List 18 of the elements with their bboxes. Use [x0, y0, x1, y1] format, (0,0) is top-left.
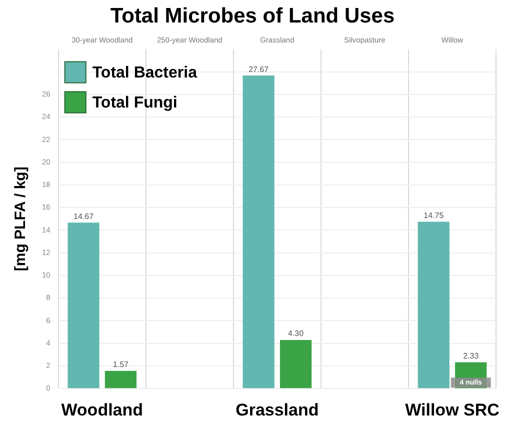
x-tick-label: Woodland: [61, 400, 144, 420]
bar: [242, 76, 274, 388]
data-label: 4.30: [288, 329, 304, 338]
legend-label: Total Fungi: [92, 94, 178, 112]
x-tick-label: Willow SRC: [405, 400, 500, 420]
data-label: 2.33: [463, 351, 480, 360]
bar: [68, 222, 100, 388]
legend-label: Total Bacteria: [92, 64, 198, 82]
x-tick-label: Grassland: [236, 400, 319, 420]
bar: [418, 222, 450, 388]
data-label: 1.57: [112, 360, 130, 370]
bar: [280, 340, 312, 388]
data-label: 27.67: [248, 64, 270, 74]
y-axis-title: [mg PLFA / kg]: [12, 166, 30, 272]
chart-title: Total Microbes of Land Uses: [110, 4, 395, 28]
bar: [104, 370, 137, 388]
data-label: 14.67: [73, 212, 94, 221]
data-label: 14.75: [424, 210, 444, 220]
